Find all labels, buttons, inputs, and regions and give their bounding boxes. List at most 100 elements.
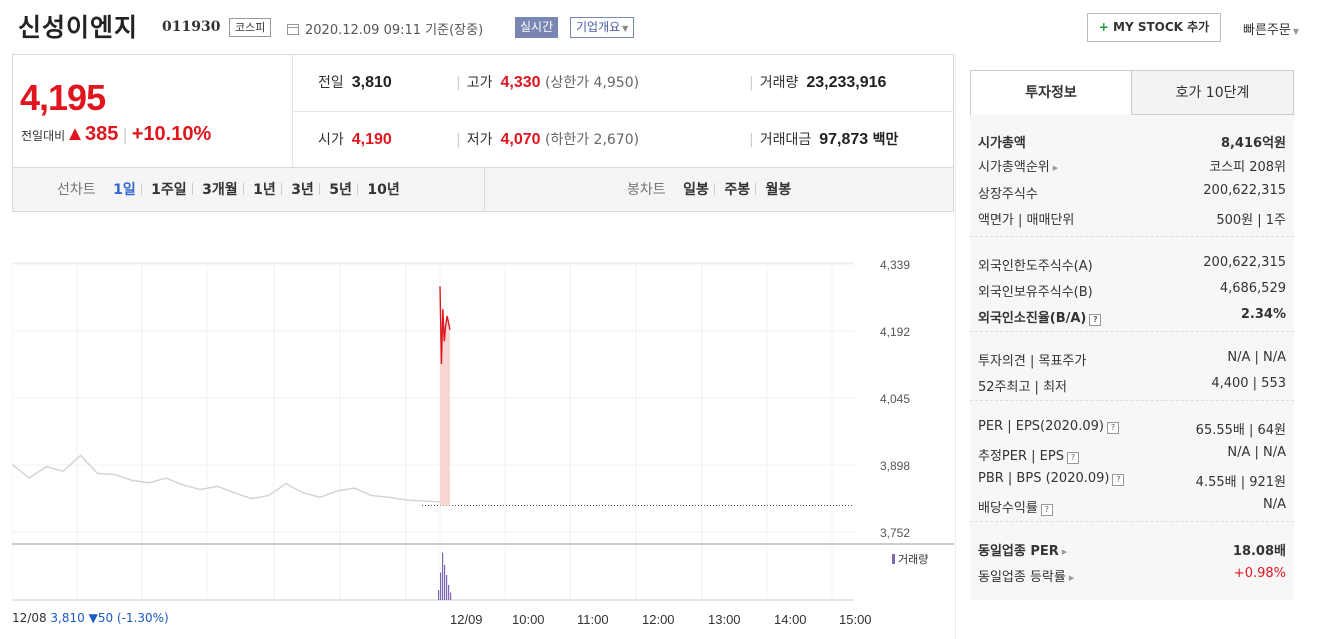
invest-row: 시가총액 8,416억원 — [978, 132, 1286, 152]
help-icon[interactable]: ? — [1066, 452, 1079, 464]
invest-row-value: 8,416억원 — [1220, 136, 1286, 151]
invest-row[interactable]: 동일업종 PER ▶ 18.08배 — [978, 540, 1286, 560]
tab-weekly[interactable]: 주봉 — [724, 182, 751, 198]
invest-row-value: 200,622,315 — [1203, 255, 1286, 270]
triangle-right-icon: ▶ — [1061, 548, 1068, 556]
invest-row[interactable]: 배당수익률? N/A — [978, 497, 1286, 517]
x-tick-label: 12/09 — [450, 612, 483, 627]
divider — [484, 168, 485, 212]
candle-chart-tabs: 봉차트 일봉 주봉 월봉 — [627, 168, 796, 212]
stock-header: 신성이엔지 011930 코스피 2020.12.09 09:11 기준(장중)… — [0, 0, 1320, 54]
info-row: 전일 3,810 | 고가 4,330 (상한가 4,950) | 거래량 23,233,… — [294, 55, 953, 111]
price-info-grid: 전일 3,810 | 고가 4,330 (상한가 4,950) | 거래량 23,233,… — [294, 55, 953, 167]
amount-unit: 백만 — [872, 132, 899, 148]
add-mystock-button[interactable]: + MY STOCK 추가 — [1087, 13, 1221, 42]
invest-section: 외국인한도주식수(A) 200,622,315 외국인보유주식수(B) 4,686,5… — [970, 237, 1294, 332]
tab-orderbook[interactable]: 호가 10단계 — [1131, 70, 1294, 115]
divider — [242, 183, 244, 195]
invest-row-value: 4,686,529 — [1219, 281, 1286, 296]
divider: | — [749, 132, 754, 148]
tab-3m[interactable]: 3개월 — [202, 182, 238, 198]
y-tick-label: 3,898 — [880, 459, 910, 473]
volume-legend: 거래량 — [892, 551, 928, 567]
invest-row-label: 시가총액 — [978, 136, 1026, 151]
divider — [140, 183, 142, 195]
invest-row-label: 상장주식수 — [978, 187, 1038, 202]
tab-5y[interactable]: 5년 — [329, 182, 352, 198]
invest-row[interactable]: PER | EPS(2020.09)? 65.55배 | 64원 — [978, 419, 1286, 439]
prev-close-label: 전일 — [318, 75, 344, 91]
change-value: 385 — [84, 123, 119, 145]
invest-row: 52주최고 | 최저 4,400 | 553 — [978, 376, 1286, 396]
x-tick-label: 14:00 — [774, 612, 807, 627]
x-tick-label: 12:00 — [642, 612, 675, 627]
tab-invest-info[interactable]: 투자정보 — [970, 70, 1132, 115]
divider: | — [456, 75, 461, 91]
divider — [356, 183, 358, 195]
invest-row[interactable]: 시가총액순위 ▶ 코스피 208위 — [978, 156, 1286, 176]
invest-row-value: 200,622,315 — [1203, 183, 1286, 198]
price-chart-svg: 4,339 4,192 4,045 3,898 3,752 12/09 10:00 11:00… — [12, 258, 954, 627]
y-tick-label: 4,192 — [880, 325, 910, 339]
stock-name: 신성이엔지 — [18, 13, 139, 42]
change-rate: +10.10% — [131, 123, 212, 145]
prev-close-cell: 전일 3,810 — [318, 55, 392, 111]
company-info-dropdown[interactable]: 기업개요 ▼ — [570, 17, 635, 38]
y-tick-label: 3,752 — [880, 526, 910, 540]
volume-value: 23,233,916 — [806, 74, 887, 91]
triangle-right-icon: ▶ — [1068, 574, 1075, 582]
open-value: 4,190 — [351, 131, 392, 148]
invest-row[interactable]: 동일업종 등락률 ▶ +0.98% — [978, 566, 1286, 586]
invest-row-value: +0.98% — [1233, 566, 1286, 581]
company-info-label: 기업개요 — [576, 20, 621, 34]
invest-row-label: 동일업종 PER ▶ — [978, 544, 1068, 559]
help-icon[interactable]: ? — [1040, 504, 1053, 516]
prev-close-price: 3,810 — [50, 611, 85, 625]
help-icon[interactable]: ? — [1089, 314, 1102, 326]
realtime-button[interactable]: 실시간 — [515, 17, 559, 38]
high-cell: | 고가 4,330 (상한가 4,950) — [456, 55, 639, 111]
invest-row[interactable]: 추정PER | EPS? N/A | N/A — [978, 445, 1286, 465]
volume-label: 거래량 — [759, 75, 799, 91]
invest-row-label: 추정PER | EPS? — [978, 445, 1079, 464]
help-icon[interactable]: ? — [1112, 474, 1125, 486]
amount-value: 97,873 — [819, 131, 869, 148]
volume-bar — [444, 565, 446, 600]
volume-bar — [440, 572, 442, 600]
volume-legend-label: 거래량 — [898, 553, 929, 566]
tab-1d[interactable]: 1일 — [113, 182, 136, 198]
invest-row-label: 외국인소진율(B/A)? — [978, 307, 1102, 326]
tab-3y[interactable]: 3년 — [291, 182, 314, 198]
divider: | — [749, 75, 754, 91]
invest-row-label: PER | EPS(2020.09)? — [978, 419, 1119, 434]
invest-row-value: 500원 | 1주 — [1216, 213, 1286, 228]
x-tick-label: 10:00 — [512, 612, 545, 627]
tab-monthly[interactable]: 월봉 — [765, 182, 792, 198]
invest-section: 투자의견 | 목표주가 N/A | N/A 52주최고 | 최저 4,400 | 55… — [970, 332, 1294, 401]
quick-order-dropdown[interactable]: 빠른주문 ▼ — [1243, 19, 1299, 38]
today-line — [439, 286, 451, 365]
stock-code: 011930 — [162, 19, 221, 35]
divider — [755, 183, 757, 195]
tab-daily[interactable]: 일봉 — [683, 182, 709, 198]
change-label: 전일대비 — [21, 129, 66, 143]
invest-row-label: PBR | BPS (2020.09)? — [978, 471, 1125, 486]
divider — [280, 183, 282, 195]
help-icon[interactable]: ? — [1106, 422, 1119, 434]
invest-row[interactable]: PBR | BPS (2020.09)? 4.55배 | 921원 — [978, 471, 1286, 491]
tab-1w[interactable]: 1주일 — [151, 182, 187, 198]
invest-row-value: 18.08배 — [1232, 544, 1286, 559]
invest-row-value: 4.55배 | 921원 — [1195, 475, 1286, 490]
tab-10y[interactable]: 10년 — [367, 182, 400, 198]
x-tick-label: 13:00 — [708, 612, 741, 627]
prev-change: ▼50 (-1.30%) — [88, 611, 169, 625]
line-chart-title: 선차트 — [57, 182, 96, 198]
amount-label: 거래대금 — [759, 132, 812, 148]
prev-close-value: 3,810 — [351, 74, 392, 91]
tab-1y[interactable]: 1년 — [253, 182, 276, 198]
invest-row[interactable]: 외국인소진율(B/A)? 2.34% — [978, 307, 1286, 327]
high-label: 고가 — [466, 75, 493, 91]
volume-bar — [448, 585, 450, 600]
